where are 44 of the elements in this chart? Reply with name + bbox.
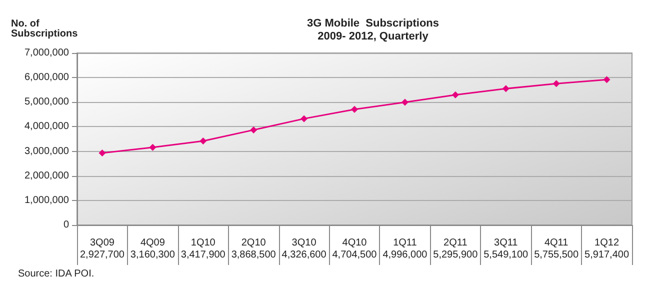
point bbox=[552, 80, 560, 88]
y-tick-label: 7,000,000 bbox=[24, 48, 70, 58]
data-label: 2,927,700 bbox=[80, 250, 125, 260]
x-tick-label: 3Q11 bbox=[494, 238, 518, 248]
point bbox=[149, 144, 156, 151]
x-tick-label: 3Q09 bbox=[90, 238, 115, 248]
point bbox=[452, 91, 459, 98]
y-tick-label: 1,000,000 bbox=[24, 194, 70, 206]
source-note: Source: IDA POI. bbox=[18, 268, 94, 280]
data-label: 3,160,300 bbox=[130, 250, 176, 260]
x-tick-label: 4Q10 bbox=[342, 238, 368, 248]
y-tick-label: 0 bbox=[63, 220, 70, 230]
data-label: 4,326,600 bbox=[282, 250, 327, 260]
x-tick-label: 4Q11 bbox=[544, 238, 569, 248]
point bbox=[603, 76, 610, 84]
y-tick-label: 6,000,000 bbox=[24, 72, 70, 84]
x-tick-label: 3Q10 bbox=[292, 238, 317, 248]
data-label: 3,868,500 bbox=[231, 250, 276, 260]
data-label: 5,755,500 bbox=[534, 250, 579, 260]
point bbox=[502, 85, 510, 92]
data-label: 4,996,000 bbox=[382, 250, 428, 260]
y-tick-label: 4,000,000 bbox=[24, 121, 70, 132]
data-label: 5,917,400 bbox=[584, 250, 630, 260]
data-label: 5,549,100 bbox=[484, 250, 529, 260]
point bbox=[300, 115, 308, 122]
y-tick-label: 2,000,000 bbox=[24, 170, 70, 182]
x-tick-label: 2Q11 bbox=[444, 238, 468, 248]
point bbox=[98, 150, 106, 157]
data-label: 4,704,500 bbox=[332, 250, 378, 260]
y-tick-label: 3,000,000 bbox=[24, 146, 70, 157]
point bbox=[401, 98, 408, 106]
x-tick-label: 1Q12 bbox=[594, 238, 620, 248]
point bbox=[200, 138, 207, 145]
chart-title: 3G Mobile Subscriptions 2009- 2012, Quarterly bbox=[306, 18, 440, 42]
point bbox=[250, 126, 258, 134]
data-label: 3,417,900 bbox=[180, 250, 226, 260]
point bbox=[351, 106, 358, 113]
x-tick-label: 2Q10 bbox=[241, 238, 266, 248]
x-tick-label: 1Q10 bbox=[190, 238, 216, 248]
x-tick-label: 1Q11 bbox=[393, 238, 418, 248]
y-axis-title: No. of Subscriptions bbox=[11, 18, 78, 40]
data-label: 5,295,900 bbox=[433, 250, 478, 260]
x-tick-label: 4Q09 bbox=[140, 238, 166, 248]
y-tick-label: 5,000,000 bbox=[24, 96, 70, 108]
